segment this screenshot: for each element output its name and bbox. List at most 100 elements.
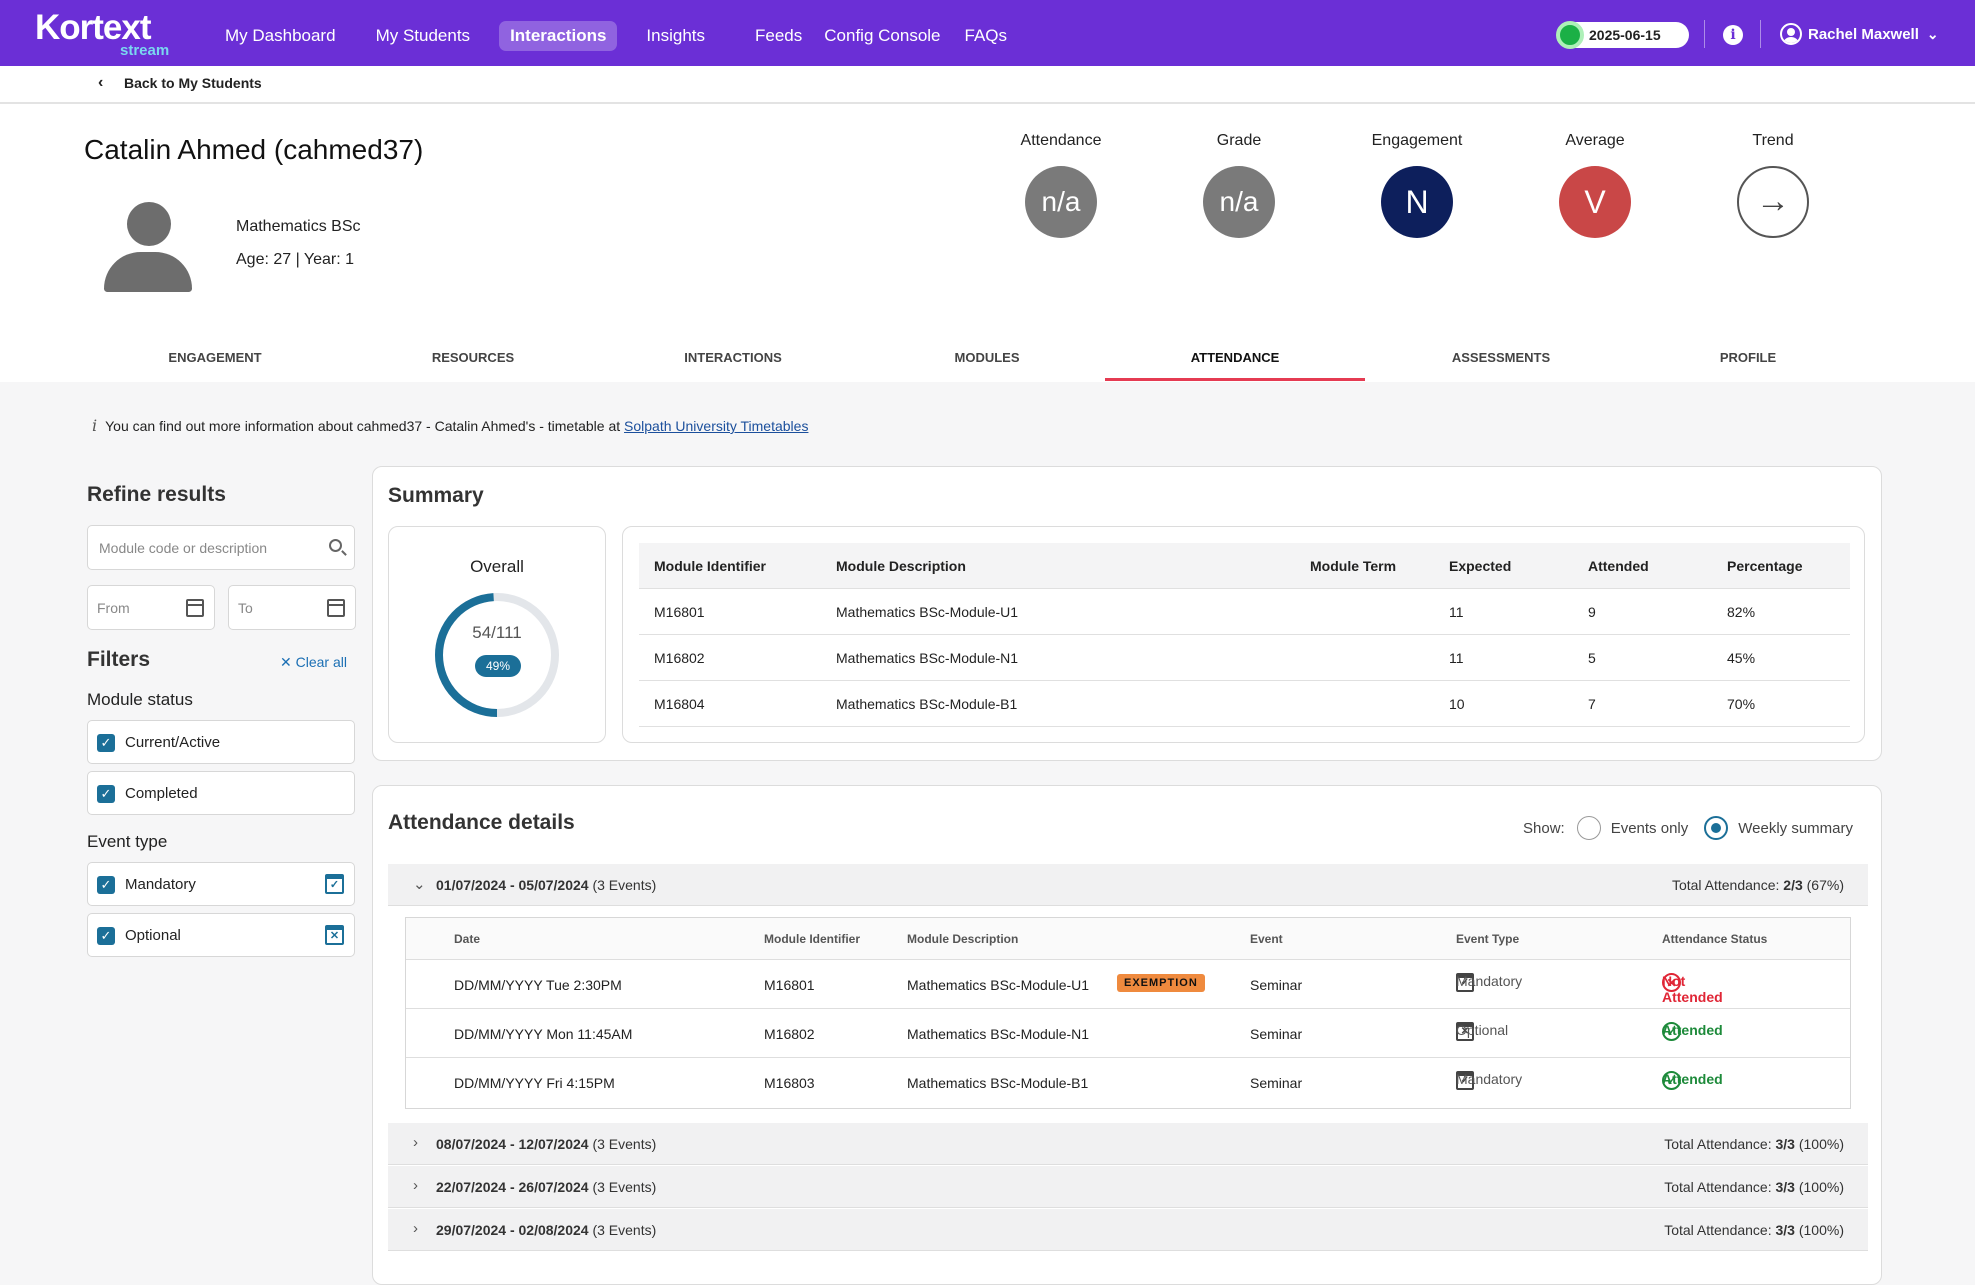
table-row: DD/MM/YYYY Tue 2:30PM M16801 Mathematics… <box>406 960 1850 1009</box>
week-range: 01/07/2024 - 05/07/2024 (3 Events) <box>436 877 656 893</box>
table-row: DD/MM/YYYY Mon 11:45AM M16802 Mathematic… <box>406 1009 1850 1058</box>
table-row: M16801 Mathematics BSc-Module-U1 11 9 82… <box>639 589 1850 635</box>
metric-average: Average V <box>1535 132 1655 238</box>
checkbox-checked-icon[interactable]: ✓ <box>97 876 115 894</box>
filter-completed[interactable]: ✓ Completed <box>87 771 355 815</box>
filter-current-active[interactable]: ✓ Current/Active <box>87 720 355 764</box>
weekly-summary-label[interactable]: Weekly summary <box>1738 819 1853 837</box>
metric-label: Attendance <box>1020 132 1102 149</box>
filter-mandatory[interactable]: ✓ Mandatory ✓ <box>87 862 355 906</box>
week-total: Total Attendance: 3/3 (100%) <box>1664 1222 1844 1238</box>
calendar-check-icon: ✓ <box>1456 1071 1474 1090</box>
back-bar: ‹ Back to My Students <box>0 66 1975 104</box>
checkbox-checked-icon[interactable]: ✓ <box>97 734 115 752</box>
cell-attended: 7 <box>1588 696 1596 712</box>
filter-optional[interactable]: ✓ Optional ✕ <box>87 913 355 957</box>
tab-engagement[interactable]: ENGAGEMENT <box>168 350 262 365</box>
filter-label: Current/Active <box>125 734 221 751</box>
metric-value: n/a <box>1025 166 1097 238</box>
cell-event: Seminar <box>1250 1075 1303 1091</box>
cell-attended: 9 <box>1588 604 1596 620</box>
date-pill[interactable]: 2025-06-15 <box>1556 21 1689 49</box>
nav-link-insights[interactable]: Insights <box>646 26 706 45</box>
student-header: Catalin Ahmed (cahmed37) Mathematics BSc… <box>0 104 1975 382</box>
from-date-input[interactable]: From <box>87 585 215 630</box>
user-menu[interactable]: Rachel Maxwell ⌄ <box>1780 23 1939 45</box>
total-percent: (100%) <box>1798 1179 1844 1195</box>
calendar-icon[interactable] <box>186 599 204 617</box>
radio-weekly-summary[interactable] <box>1704 816 1729 840</box>
overall-percent-badge: 49% <box>475 655 521 677</box>
week-row-expanded[interactable]: ⌄ 01/07/2024 - 05/07/2024 (3 Events) Tot… <box>388 864 1868 906</box>
tab-assessments[interactable]: ASSESSMENTS <box>1451 350 1551 365</box>
search-input[interactable]: Module code or description <box>87 525 355 570</box>
kortext-logo[interactable]: Kortext stream <box>35 10 169 59</box>
event-type-label: Mandatory <box>1456 1071 1523 1087</box>
summary-title: Summary <box>388 484 484 507</box>
total-value: 2/3 <box>1783 877 1803 893</box>
back-link[interactable]: Back to My Students <box>124 75 262 91</box>
total-value: 3/3 <box>1775 1136 1795 1152</box>
tab-modules[interactable]: MODULES <box>954 350 1020 365</box>
cell-expected: 10 <box>1449 696 1465 712</box>
week-row[interactable]: › 29/07/2024 - 02/08/2024 (3 Events) Tot… <box>388 1209 1868 1251</box>
nav-link-faqs[interactable]: FAQs <box>964 26 1008 45</box>
tab-profile[interactable]: PROFILE <box>1719 350 1777 365</box>
divider <box>1760 20 1761 48</box>
view-toggle: Show: Events only Weekly summary <box>1523 816 1853 840</box>
notice-text: You can find out more information about … <box>105 418 625 434</box>
metric-label: Average <box>1565 132 1625 149</box>
week-range: 22/07/2024 - 26/07/2024 (3 Events) <box>436 1179 656 1195</box>
tab-attendance[interactable]: ATTENDANCE <box>1190 350 1280 365</box>
metric-grade: Grade n/a <box>1179 132 1299 238</box>
tab-resources[interactable]: RESOURCES <box>431 350 515 365</box>
total-label: Total Attendance: <box>1671 877 1784 893</box>
exemption-badge: EXEMPTION <box>1117 974 1205 992</box>
events-only-label[interactable]: Events only <box>1610 819 1689 837</box>
nav-link-feeds[interactable]: Feeds <box>755 26 803 45</box>
cell-event: Seminar <box>1250 977 1303 993</box>
checkbox-checked-icon[interactable]: ✓ <box>97 927 115 945</box>
info-icon: i <box>92 416 98 435</box>
week-total: Total Attendance: 2/3 (67%) <box>1672 877 1844 893</box>
check-circle-icon: ✓ <box>1662 1071 1681 1090</box>
week-total: Total Attendance: 3/3 (100%) <box>1664 1136 1844 1152</box>
nav-link-my-dashboard[interactable]: My Dashboard <box>225 26 336 45</box>
radio-events-only[interactable] <box>1576 816 1601 840</box>
tab-interactions[interactable]: INTERACTIONS <box>684 350 782 365</box>
col-event: Event <box>1250 932 1283 946</box>
total-value: 3/3 <box>1775 1179 1795 1195</box>
nav-link-interactions[interactable]: Interactions <box>499 21 618 51</box>
module-status-heading: Module status <box>87 690 193 709</box>
user-icon <box>1780 23 1802 45</box>
col-date: Date <box>454 932 481 946</box>
to-date-input[interactable]: To <box>228 585 356 630</box>
timetable-link[interactable]: Solpath University Timetables <box>624 418 809 434</box>
calendar-x-icon: ✕ <box>1456 1022 1474 1041</box>
week-event-count: (3 Events) <box>592 1179 657 1195</box>
chevron-right-icon[interactable]: › <box>413 1134 418 1151</box>
calendar-check-icon: ✓ <box>325 874 344 894</box>
week-row[interactable]: › 08/07/2024 - 12/07/2024 (3 Events) Tot… <box>388 1123 1868 1165</box>
divider <box>1704 20 1705 48</box>
current-date: 2025-06-15 <box>1589 27 1661 43</box>
calendar-icon[interactable] <box>327 599 345 617</box>
cell-percentage: 70% <box>1727 696 1756 712</box>
nav-link-config-console[interactable]: Config Console <box>824 26 941 45</box>
metric-value: V <box>1559 166 1631 238</box>
status-label: Attended <box>1662 1022 1723 1038</box>
chevron-left-icon[interactable]: ‹ <box>98 74 104 91</box>
chevron-right-icon[interactable]: › <box>413 1177 418 1194</box>
cell-date: DD/MM/YYYY Tue 2:30PM <box>454 977 622 993</box>
chevron-right-icon[interactable]: › <box>413 1220 418 1237</box>
checkbox-checked-icon[interactable]: ✓ <box>97 785 115 803</box>
cell-date: DD/MM/YYYY Mon 11:45AM <box>454 1026 633 1042</box>
info-icon[interactable]: i <box>1723 25 1743 45</box>
nav-link-my-students[interactable]: My Students <box>375 26 471 45</box>
cell-module-id: M16803 <box>764 1075 815 1091</box>
status-label: Attended <box>1662 1071 1723 1087</box>
clear-all-button[interactable]: ✕ Clear all <box>280 654 347 671</box>
calendar-check-icon: ✓ <box>1456 973 1474 992</box>
week-row[interactable]: › 22/07/2024 - 26/07/2024 (3 Events) Tot… <box>388 1166 1868 1208</box>
chevron-down-icon[interactable]: ⌄ <box>413 876 426 893</box>
